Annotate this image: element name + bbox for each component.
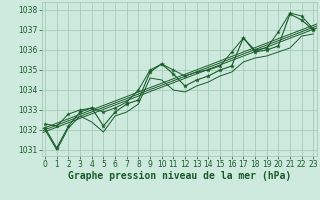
X-axis label: Graphe pression niveau de la mer (hPa): Graphe pression niveau de la mer (hPa) bbox=[68, 171, 291, 181]
